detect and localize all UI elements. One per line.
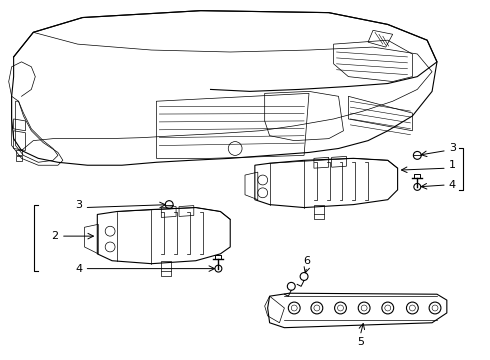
Text: 3: 3 (75, 199, 82, 210)
Text: 1: 1 (449, 160, 456, 170)
Text: 6: 6 (303, 256, 311, 266)
Text: 2: 2 (51, 231, 58, 241)
Text: 4: 4 (449, 180, 456, 190)
Text: 5: 5 (357, 337, 364, 347)
Text: 3: 3 (449, 143, 456, 153)
Text: 4: 4 (75, 264, 82, 274)
